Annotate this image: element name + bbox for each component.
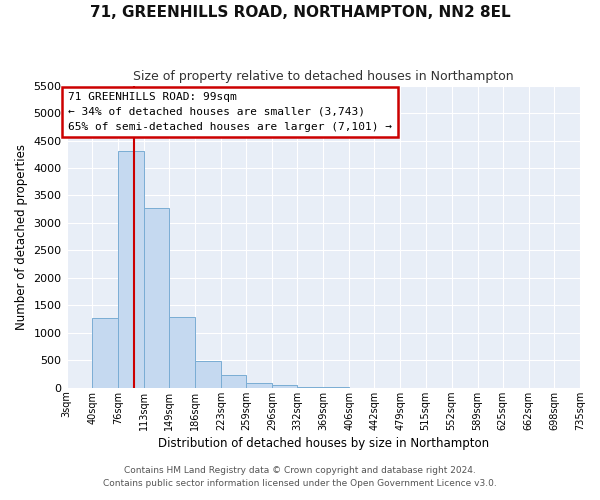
Bar xyxy=(144,208,169,388)
Bar xyxy=(221,375,246,388)
Bar xyxy=(118,152,144,388)
Bar xyxy=(169,317,195,388)
X-axis label: Distribution of detached houses by size in Northampton: Distribution of detached houses by size … xyxy=(158,437,489,450)
Bar xyxy=(195,362,221,388)
Bar xyxy=(92,318,118,388)
Bar xyxy=(246,382,272,388)
Bar xyxy=(298,386,323,388)
Text: 71, GREENHILLS ROAD, NORTHAMPTON, NN2 8EL: 71, GREENHILLS ROAD, NORTHAMPTON, NN2 8E… xyxy=(89,5,511,20)
Title: Size of property relative to detached houses in Northampton: Size of property relative to detached ho… xyxy=(133,70,514,83)
Y-axis label: Number of detached properties: Number of detached properties xyxy=(15,144,28,330)
Bar xyxy=(272,385,298,388)
Text: 71 GREENHILLS ROAD: 99sqm
← 34% of detached houses are smaller (3,743)
65% of se: 71 GREENHILLS ROAD: 99sqm ← 34% of detac… xyxy=(68,92,392,132)
Bar xyxy=(323,387,349,388)
Text: Contains HM Land Registry data © Crown copyright and database right 2024.
Contai: Contains HM Land Registry data © Crown c… xyxy=(103,466,497,487)
